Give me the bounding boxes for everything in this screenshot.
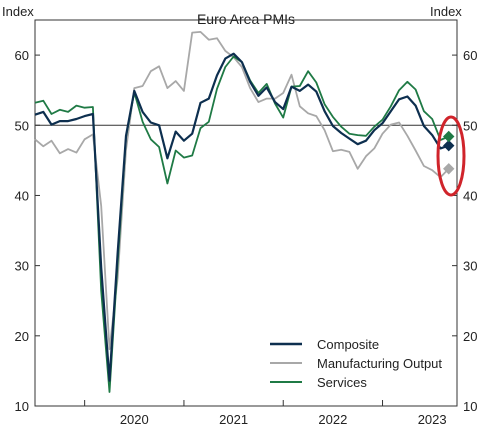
y-tick-label-right: 30 [463,259,477,274]
y-tick-label-right: 60 [463,48,477,63]
y-tick-label-left: 20 [15,329,29,344]
series-line-composite [34,52,450,382]
legend-label-services: Services [317,375,367,390]
latest-marker-composite [443,139,455,152]
x-tick-label: 2022 [318,412,347,427]
y-tick-label-left: 30 [15,259,29,274]
latest-marker-services [443,130,455,143]
chart-title: Euro Area PMIs [197,11,295,27]
y-tick-label-left: 10 [15,399,29,414]
y-tick-label-right: 40 [463,188,477,203]
left-axis-label: Index [2,4,34,19]
latest-point-markers [443,130,455,175]
y-tick-label-right: 50 [463,118,477,133]
legend: Composite Manufacturing Output Services [270,337,442,390]
series-line-manufacturing-output [34,30,450,351]
plot-frame [34,19,458,407]
series-line-services [34,55,450,393]
series-lines [34,30,450,393]
highlight-ellipse [436,115,466,197]
x-tick-label: 2021 [219,412,248,427]
legend-label-composite: Composite [317,337,379,352]
x-axis-ticks: 2020 2021 2022 2023 [84,400,447,427]
latest-marker-manufacturing-output [443,163,455,175]
x-tick-label: 2023 [418,412,447,427]
right-axis-label: Index [430,4,462,19]
y-tick-label-right: 20 [463,329,477,344]
y-tick-label-right: 10 [463,399,477,414]
x-tick-label: 2020 [120,412,149,427]
y-tick-label-left: 60 [15,48,29,63]
y-tick-label-left: 50 [15,118,29,133]
y-tick-label-left: 40 [15,188,29,203]
legend-label-manufacturing-output: Manufacturing Output [317,356,442,371]
